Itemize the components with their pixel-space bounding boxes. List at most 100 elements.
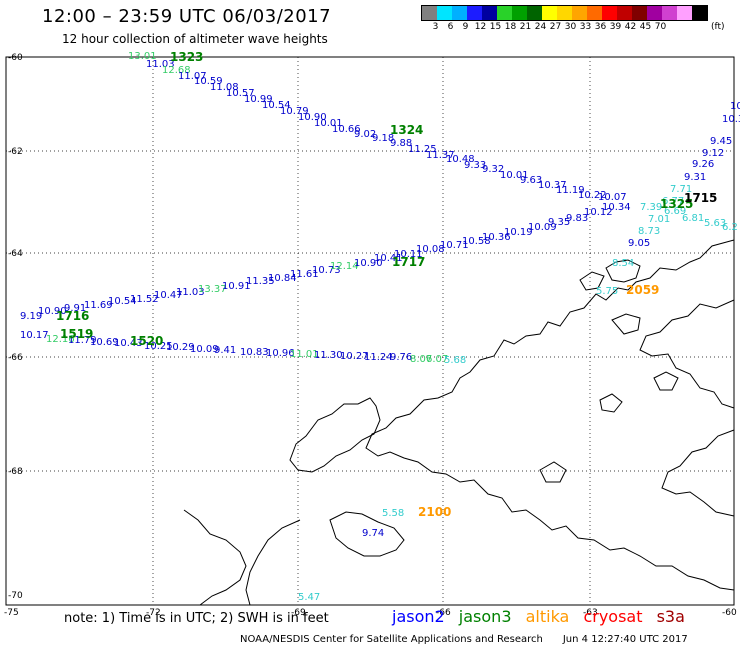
wave-height-label: 10.12 [584, 207, 613, 218]
pass-time-label: 1716 [56, 309, 89, 323]
wave-height-label: 6.77 [662, 196, 684, 207]
page-title: 12:00 – 23:59 UTC 06/03/2017 [42, 6, 332, 27]
legend-label: 42 [624, 22, 637, 32]
legend-swatch [422, 6, 437, 20]
wave-height-label: 10.57 [226, 88, 255, 99]
wave-height-label: 9.45 [710, 136, 732, 147]
wave-height-label: 10.01 [500, 170, 529, 181]
satellite-jason3: jason3 [458, 607, 512, 626]
pass-time-label: 1324 [390, 123, 423, 137]
legend-swatch [482, 6, 497, 20]
wave-height-label: 7.71 [670, 184, 692, 195]
wave-height-label: 10.96 [266, 348, 295, 359]
wave-height-label: 11.19 [556, 185, 585, 196]
track-4: 10.1 10.39 9.45 9.12 9.26 9.31 7.71 6.77… [612, 101, 740, 269]
wave-height-label: 10.73 [312, 265, 341, 276]
legend-label: 45 [639, 22, 652, 32]
legend-label: 24 [534, 22, 547, 32]
wave-height-label: 11.69 [84, 300, 113, 311]
legend-swatch [587, 6, 602, 20]
wave-height-label: 9.88 [390, 138, 412, 149]
wave-height-label: 5.75 [596, 286, 618, 297]
legend-swatch [527, 6, 542, 20]
wave-height-label: 9.26 [692, 159, 714, 170]
pass-time-label: 2059 [626, 283, 659, 297]
legend-swatch [452, 6, 467, 20]
wave-height-label: 11.52 [130, 294, 159, 305]
lon-label: -60 [722, 608, 737, 618]
legend-swatches [421, 5, 708, 21]
legend-unit: (ft) [711, 22, 725, 32]
wave-height-label: 13.37 [198, 284, 227, 295]
track-3: 10.17 12.16 11.79 10.69 10.43 10.25 10.2… [20, 330, 466, 366]
legend-swatch [647, 6, 662, 20]
wave-height-label: 9.35 [548, 217, 570, 228]
wave-height-label: 10.1 [730, 101, 740, 112]
wave-height-label: 10.79 [280, 106, 309, 117]
pass-time-label: 2100 [418, 505, 451, 519]
wave-height-label: 5.47 [298, 592, 320, 603]
wave-height-label: 9.02 [354, 129, 376, 140]
wave-height-label: 11.03 [176, 287, 205, 298]
wave-height-label: 10.90 [38, 306, 67, 317]
lon-label: -66 [436, 608, 451, 618]
wave-height-label: 6.2 [722, 222, 738, 233]
legend-swatch [632, 6, 647, 20]
legend-swatch [677, 6, 692, 20]
wave-height-label: 8.07 [410, 354, 432, 365]
lat-label: -60 [8, 53, 23, 63]
track-1: 13.01 11.03 12.68 11.07 10.59 11.08 10.5… [128, 51, 607, 201]
wave-height-label: 10.36 [482, 232, 511, 243]
legend-swatch [662, 6, 677, 20]
wave-height-label: 6.07 [426, 354, 448, 365]
footnote: note: 1) Time is in UTC; 2) SWH is in fe… [64, 611, 329, 626]
wave-height-label: 9.18 [372, 133, 394, 144]
legend-swatch [467, 6, 482, 20]
wave-height-label: 11.03 [146, 59, 175, 70]
wave-height-label: 8.73 [638, 226, 660, 237]
wave-height-label: 11.37 [426, 150, 455, 161]
wave-height-label: 10.90 [354, 258, 383, 269]
wave-height-label: 5.68 [444, 355, 466, 366]
legend-label: 30 [564, 22, 577, 32]
wave-height-label: 10.19 [504, 227, 533, 238]
legend-label: 9 [462, 22, 469, 32]
legend-swatch [437, 6, 452, 20]
wave-height-label: 10.54 [108, 296, 137, 307]
lat-label: -62 [8, 147, 23, 157]
wave-height-label: 9.41 [214, 345, 236, 356]
wave-height-label: 10.91 [222, 281, 251, 292]
pass-time-label: 1325 [660, 197, 693, 211]
wave-height-label: 11.01 [290, 349, 319, 360]
wave-height-label: 10.84 [268, 273, 297, 284]
wave-height-label: 11.30 [314, 350, 343, 361]
lat-label: -66 [8, 353, 23, 363]
wave-height-label: 10.41 [374, 253, 403, 264]
lon-label: -63 [583, 608, 598, 618]
wave-height-label: 5.63 [704, 218, 726, 229]
satellite-s3a: s3a [656, 607, 685, 626]
page-subtitle: 12 hour collection of altimeter wave hei… [62, 32, 328, 46]
lon-label: -69 [291, 608, 306, 618]
wave-height-label: 10.07 [598, 192, 627, 203]
wave-height-label: 9.31 [684, 172, 706, 183]
wave-height-label: 6.69 [664, 206, 686, 217]
pass-time-label: 1323 [170, 50, 203, 64]
legend-swatch [692, 6, 707, 20]
pass-time-label: 1715 [684, 191, 717, 205]
lon-label: -75 [4, 608, 19, 618]
wave-height-label: 11.08 [210, 82, 239, 93]
pass-time-label: 1520 [130, 334, 163, 348]
wave-height-label: 9.63 [520, 175, 542, 186]
wave-height-label: 10.25 [144, 341, 173, 352]
pass-time-label: 1519 [60, 327, 93, 341]
wave-height-label: 10.99 [244, 94, 273, 105]
wave-height-label: 10.01 [314, 118, 343, 129]
lat-label: -68 [8, 467, 23, 477]
legend-swatch [572, 6, 587, 20]
wave-height-label: 10.22 [578, 190, 607, 201]
wave-height-label: 10.29 [166, 342, 195, 353]
wave-height-label: 11.25 [408, 144, 437, 155]
wave-height-label: 9.83 [566, 213, 588, 224]
